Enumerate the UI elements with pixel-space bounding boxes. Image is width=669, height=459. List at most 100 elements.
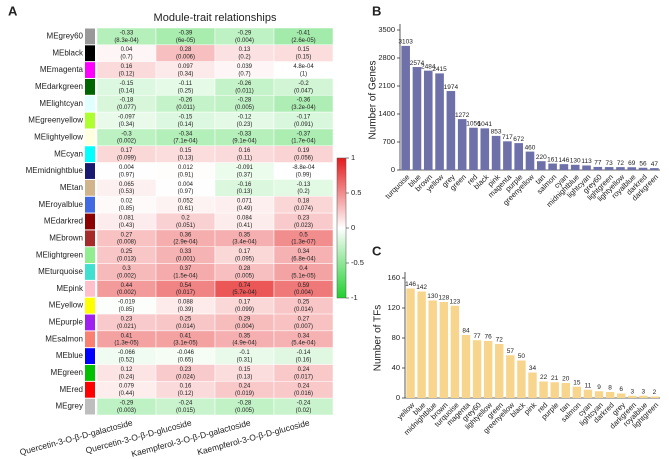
cell-p-value: (0.25) [178,88,194,94]
value-label: 57 [507,348,515,355]
cell-p-value: (0.005) [235,105,254,111]
value-label: 3103 [398,39,413,46]
value-label: 11 [585,382,592,389]
bar [528,372,537,398]
bar [593,166,603,170]
value-label: 34 [529,365,537,372]
bar [572,386,582,398]
row-label: MEpink [56,284,84,293]
cell-value: 0.5 [299,232,308,238]
value-label: 50 [518,353,526,360]
cell-p-value: (0.004) [294,290,313,296]
cell-p-value: (0.7) [238,71,250,77]
colorbar-tick-label: 0.5 [351,188,361,197]
cell-p-value: (0.24) [119,374,135,380]
cell-p-value: (0.31) [237,357,253,363]
bar [539,381,548,398]
y-tick-label: 160 [387,273,400,282]
y-tick-label: 700 [382,137,395,146]
cell-p-value: (4.9e-04) [232,341,256,347]
cell-p-value: (0.011) [176,105,195,111]
value-label: 69 [628,160,636,167]
module-swatch [85,280,95,297]
module-swatch [85,196,95,213]
cell-p-value: (2.9e-04) [173,240,197,246]
cell-value: 0.065 [119,182,135,188]
cell-p-value: (0.13) [237,189,253,195]
cell-value: -0.33 [120,30,134,36]
cell-value: 0.17 [121,148,133,154]
cell-p-value: (0.12) [119,71,135,77]
value-label: 76 [485,334,493,341]
cell-value: -0.29 [120,401,134,407]
cell-p-value: (0.39) [178,307,194,313]
row-label: MEpurple [49,318,84,327]
bar [506,355,515,398]
cell-p-value: (9.1e-04) [232,139,256,145]
cell-p-value: (0.014) [176,324,195,330]
cell-p-value: (0.85) [119,206,135,212]
cell-p-value: (0.074) [294,206,313,212]
cell-value: 0.084 [237,215,253,221]
cell-value: 0.35 [239,232,251,238]
row-label: MEdarkgreen [35,82,83,91]
cell-value: 0.25 [121,249,133,255]
cell-p-value: (0.99) [296,172,312,178]
y-axis-label: Number of Genes [368,61,379,140]
cell-p-value: (0.017) [176,290,195,296]
value-label: 128 [438,295,449,302]
value-label: 130 [570,158,581,165]
bar [472,340,482,398]
module-swatch [85,348,95,365]
cell-value: 0.13 [239,47,251,53]
value-label: 9 [597,384,601,391]
cell-p-value: (0.97) [178,189,194,195]
value-label: 853 [491,129,502,136]
cell-p-value: (0.003) [117,408,136,414]
panel-label: B [372,3,381,18]
cell-p-value: (0.051) [176,223,195,229]
row-label: MEgrey60 [47,32,84,41]
cell-value: -0.16 [238,182,252,188]
cell-p-value: (0.056) [294,156,313,162]
cell-p-value: (0.23) [237,122,253,128]
cell-p-value: (0.005) [235,273,254,279]
bar [461,335,471,398]
cell-p-value: (0.021) [117,324,136,330]
cell-value: -0.12 [238,115,252,121]
cell-p-value: (0.004) [235,324,254,330]
cell-p-value: (3.2e-04) [291,105,315,111]
bar [594,391,604,398]
y-tick-label: 2100 [378,81,395,90]
cell-p-value: (3.4e-04) [232,240,256,246]
x-tick-label: turquoise [383,172,411,200]
value-label: 220 [536,154,547,161]
value-label: 2415 [432,66,447,73]
value-label: 130 [427,293,438,300]
bar [428,300,437,398]
cell-value: 0.039 [237,64,253,70]
row-label: MEmidnightblue [26,166,84,175]
row-label: MEred [59,385,83,394]
module-swatch [85,247,95,264]
y-tick-label: 0 [396,393,400,402]
bar [604,167,614,170]
cell-value: 0.052 [178,199,194,205]
cell-value: -0.24 [297,401,311,407]
cell-value: 0.17 [239,249,251,255]
cell-value: 0.02 [121,199,133,205]
bar [439,302,449,398]
y-axis-label: Number of TFs [373,305,384,372]
cell-value: -0.3 [121,131,132,137]
cell-p-value: (7.1e-04) [173,139,197,145]
cell-p-value: (0.005) [235,408,254,414]
cell-value: -0.33 [238,131,252,137]
cell-value: 0.15 [239,367,251,373]
bar [491,135,501,170]
cell-p-value: (0.023) [294,223,313,229]
cell-p-value: (0.91) [178,172,194,178]
value-label: 84 [462,328,470,335]
value-label: 73 [606,160,614,167]
cell-p-value: (0.41) [237,223,253,229]
